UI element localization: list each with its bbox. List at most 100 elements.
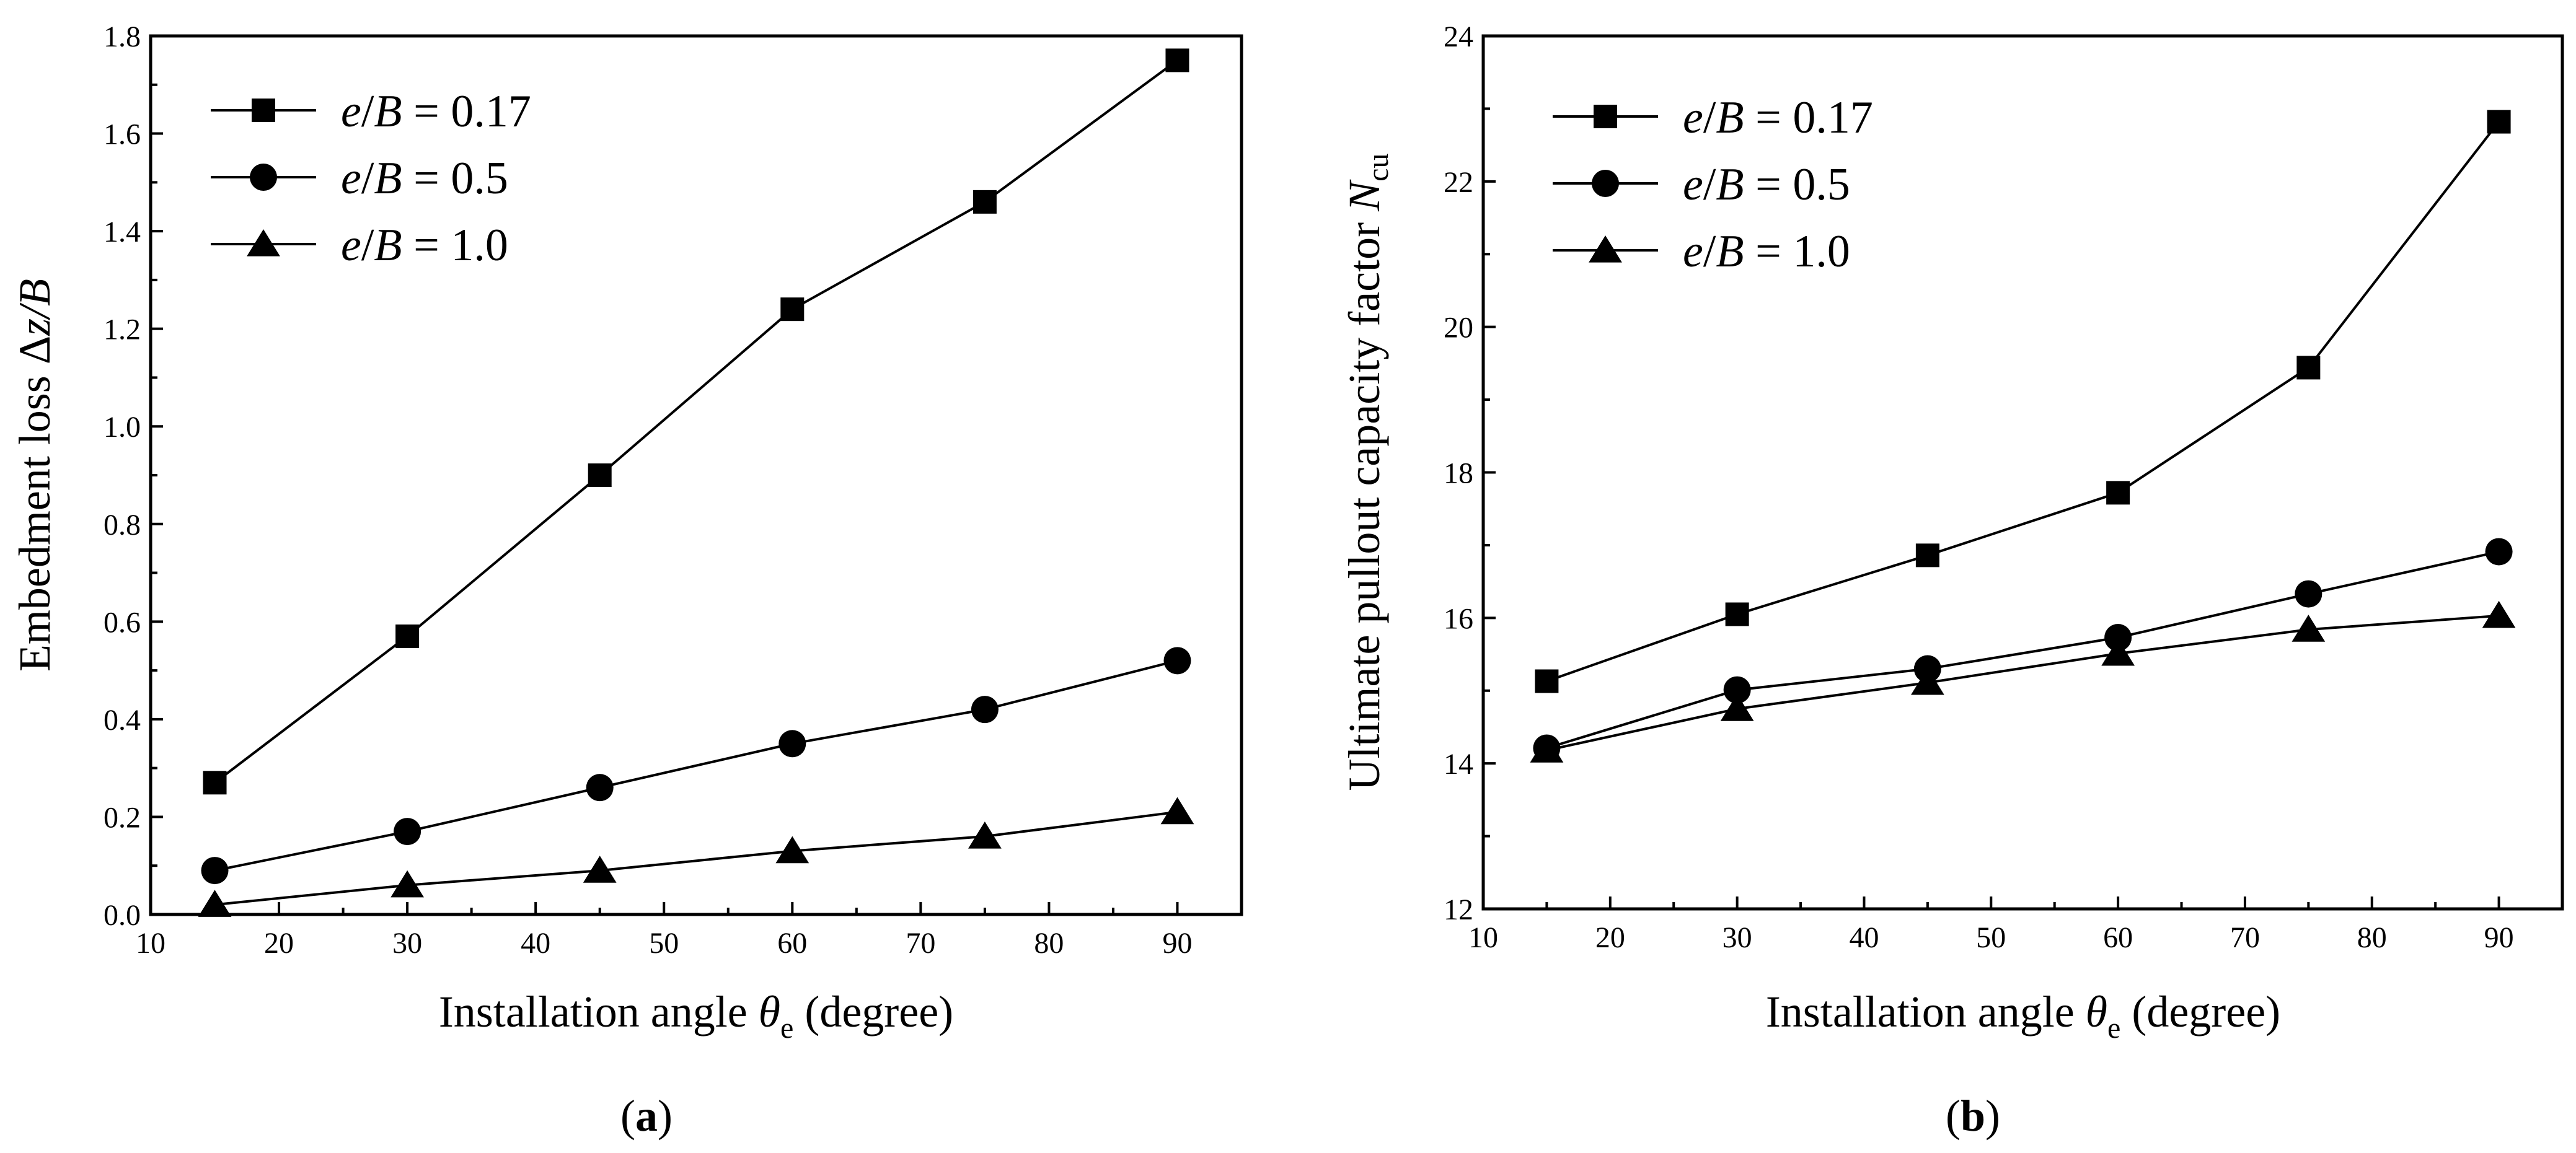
- series-line-square: [1546, 121, 2500, 683]
- data-point-square: [780, 297, 805, 322]
- y-tick-label: 0.8: [104, 509, 141, 541]
- data-point-circle: [1163, 647, 1191, 675]
- x-axis-title-b: Installation angle θe (degree): [1766, 987, 2280, 1045]
- data-point-triangle: [198, 890, 232, 917]
- legend-marker: [252, 99, 275, 122]
- y-tick-label: 14: [1444, 748, 1473, 781]
- legend-b: e/B = 0.17 e/B = 0.5 e/B = 1.0: [1553, 92, 1873, 277]
- y-tick-label: 22: [1444, 166, 1473, 199]
- data-point-triangle: [1911, 667, 1944, 695]
- data-point-circle: [971, 696, 999, 724]
- y-tick-label: 0.6: [104, 606, 141, 639]
- data-point-triangle: [2291, 615, 2326, 642]
- x-ticks-a: 10 20 30 40 50 60 70 80 90: [136, 902, 1192, 960]
- data-point-circle: [1723, 676, 1751, 704]
- data-point-square: [2296, 356, 2321, 380]
- data-point-circle: [201, 857, 229, 885]
- series-line-triangle: [1546, 614, 2499, 752]
- y-tick-label: 12: [1444, 893, 1473, 926]
- series-line-triangle: [214, 810, 1178, 906]
- x-tick-label: 60: [777, 927, 807, 960]
- series-circle: [1533, 538, 2513, 762]
- legend-item-triangle: e/B = 1.0: [211, 220, 508, 271]
- data-point-triangle: [968, 821, 1002, 849]
- x-tick-label: 20: [264, 927, 294, 960]
- legend-marker: [250, 164, 277, 191]
- data-point-triangle: [1160, 797, 1194, 825]
- y-tick-label: 0.2: [104, 801, 141, 834]
- data-point-circle: [394, 818, 421, 846]
- data-point-square: [2106, 481, 2130, 505]
- y-tick-label: 0.4: [104, 704, 141, 737]
- legend-marker: [1589, 235, 1622, 263]
- y-tick-label: 1.2: [104, 313, 141, 346]
- series-circle: [201, 647, 1191, 885]
- data-point-circle: [2104, 624, 2132, 652]
- x-tick-label: 90: [1162, 927, 1192, 960]
- x-axis-title-a: Installation angle θe (degree): [439, 987, 953, 1045]
- x-tick-label: 80: [1034, 927, 1064, 960]
- x-tick-label: 70: [2230, 921, 2260, 954]
- x-tick-label: 40: [521, 927, 550, 960]
- series-triangle: [198, 797, 1194, 917]
- data-point-triangle: [1720, 694, 1754, 721]
- legend-label: e/B = 0.17: [1683, 92, 1873, 143]
- data-point-circle: [586, 774, 614, 802]
- y-axis-title-b: Ultimate pullout capacity factor Ncu: [1339, 154, 1395, 791]
- data-point-triangle: [583, 856, 617, 883]
- y-tick-label: 18: [1444, 457, 1473, 490]
- panel-label-a: (a): [620, 1091, 673, 1141]
- y-ticks-b: 12 14 16 18 20 22 24: [1444, 20, 1496, 926]
- legend-label: e/B = 1.0: [341, 220, 508, 271]
- series-layer-a: [198, 48, 1194, 917]
- x-ticks-b: 10 20 30 40 50 60 70 80 90: [1468, 897, 2514, 954]
- x-tick-label: 30: [392, 927, 422, 960]
- series-square: [203, 48, 1189, 795]
- data-point-triangle: [1530, 735, 1564, 763]
- x-tick-label: 60: [2103, 921, 2133, 954]
- data-point-triangle: [390, 870, 424, 898]
- y-ticks-a: 0.0 0.2 0.4 0.6 0.8 1.0 1.2 1.4 1.6 1.8: [104, 20, 163, 932]
- series-triangle: [1530, 600, 2516, 763]
- chart-panel-b: 10 20 30 40 50 60 70 80 90 12 14 16 18 20 22 24 e/B = …: [1339, 20, 2564, 1141]
- x-tick-label: 50: [649, 927, 679, 960]
- legend-marker: [1592, 170, 1619, 197]
- data-point-square: [1725, 602, 1749, 626]
- y-tick-label: 16: [1444, 602, 1473, 635]
- y-tick-label: 0.0: [104, 899, 141, 932]
- data-point-triangle: [2482, 600, 2516, 628]
- x-tick-label: 40: [1849, 921, 1879, 954]
- series-square: [1535, 110, 2511, 693]
- y-tick-label: 1.6: [104, 118, 141, 151]
- legend-item-circle: e/B = 0.5: [1553, 159, 1850, 210]
- legend-marker: [247, 229, 280, 256]
- legend-item-square: e/B = 0.17: [1553, 92, 1873, 143]
- data-point-square: [1915, 543, 1939, 568]
- data-point-square: [2487, 110, 2511, 134]
- x-tick-label: 50: [1976, 921, 2006, 954]
- data-point-circle: [2485, 538, 2513, 566]
- y-tick-label: 1.8: [104, 20, 141, 53]
- data-point-triangle: [2101, 638, 2135, 666]
- series-line-circle: [214, 659, 1178, 872]
- data-point-triangle: [775, 836, 809, 864]
- x-tick-label: 80: [2357, 921, 2387, 954]
- data-point-square: [203, 771, 227, 795]
- data-point-square: [973, 190, 997, 214]
- data-point-circle: [779, 730, 806, 758]
- data-point-square: [1165, 48, 1189, 72]
- x-tick-label: 10: [136, 927, 165, 960]
- data-point-square: [395, 624, 420, 648]
- legend-marker: [1594, 105, 1617, 128]
- x-tick-label: 70: [906, 927, 935, 960]
- y-axis-title-a: Embedment loss Δz/B: [10, 279, 60, 672]
- series-line-square: [214, 59, 1178, 784]
- legend-item-circle: e/B = 0.5: [211, 153, 508, 204]
- series-layer-b: [1530, 110, 2516, 763]
- chart-panel-a: 10 20 30 40 50 60 70 80 90 0.0 0.2 0.4 0.6 0.8 1.0 1.2…: [10, 20, 1243, 1141]
- data-point-square: [588, 463, 612, 487]
- legend-label: e/B = 0.5: [1683, 159, 1850, 210]
- data-point-square: [1535, 669, 1559, 693]
